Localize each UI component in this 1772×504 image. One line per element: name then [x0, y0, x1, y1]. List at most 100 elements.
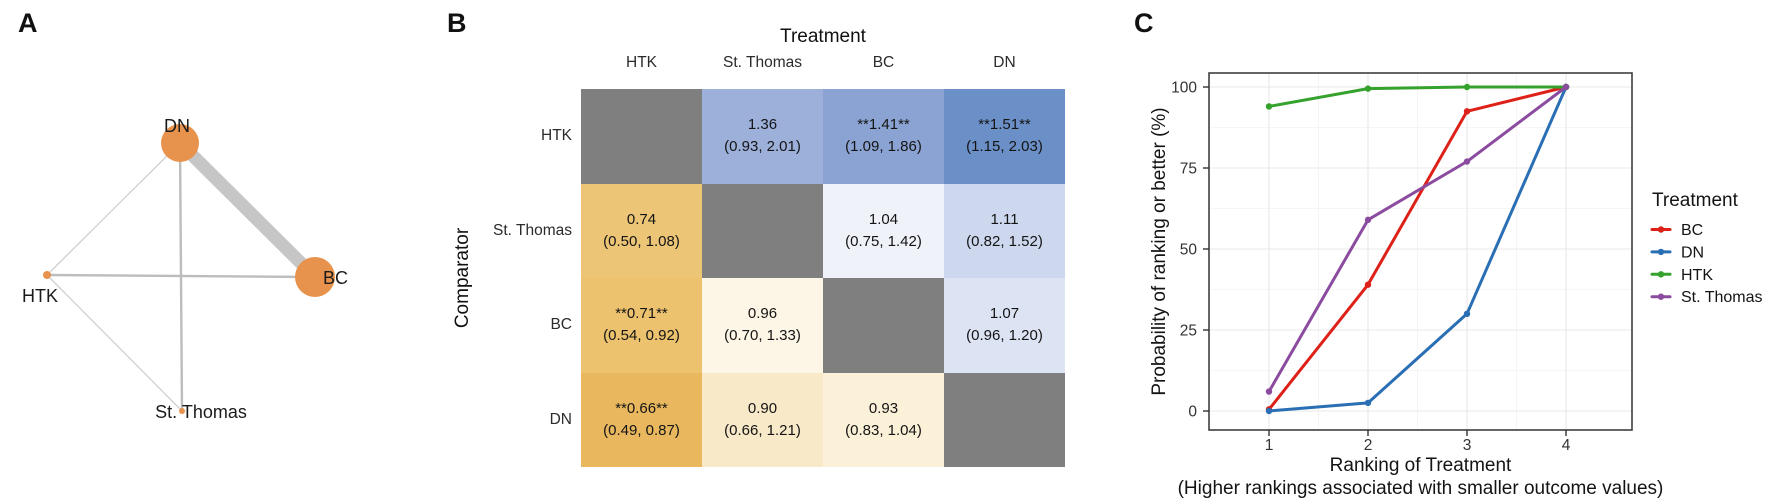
x-tick-label: 3	[1463, 437, 1472, 454]
table-cell: 1.11 (0.82, 1.52)	[944, 183, 1065, 278]
x-axis-subtitle: (Higher rankings associated with smaller…	[1178, 478, 1664, 499]
table-cell: **1.51** (1.15, 2.03)	[944, 89, 1065, 184]
row-label-bc: BC	[550, 316, 572, 333]
data-point	[1562, 83, 1570, 91]
plot-background	[1209, 73, 1632, 430]
column-label-htk: HTK	[626, 54, 657, 71]
x-tick-label: 2	[1364, 437, 1373, 454]
network-edge	[175, 138, 320, 282]
legend-label: HTK	[1681, 267, 1713, 284]
cell-ci: (1.09, 1.86)	[845, 138, 922, 156]
treatment-column-labels: HTK St. Thomas BC DN	[581, 54, 1065, 72]
league-table: 1.36 (0.93, 2.01) **1.41** (1.09, 1.86) …	[581, 89, 1065, 467]
series-line-st-thomas	[1267, 85, 1568, 394]
panel-b-label: B	[447, 8, 467, 38]
network-node-bc	[295, 257, 335, 297]
y-tick-label: 25	[1180, 323, 1197, 340]
series-line-htk	[1267, 85, 1568, 108]
network-plot: DN BC HTK St. Thomas	[22, 116, 348, 422]
series-line-dn	[1267, 85, 1568, 413]
table-cell: **1.41** (1.09, 1.86)	[823, 89, 944, 184]
cell-ci: (0.49, 0.87)	[603, 421, 680, 439]
panel-c-label: C	[1134, 8, 1154, 38]
cell-ci: (0.50, 1.08)	[603, 232, 680, 250]
data-point	[1265, 407, 1273, 415]
data-point	[1463, 310, 1471, 317]
table-cell-diagonal	[823, 278, 944, 373]
cell-ci: (0.54, 0.92)	[603, 327, 680, 345]
table-cell: 0.90 (0.66, 1.21)	[702, 372, 823, 467]
network-node-htk	[43, 271, 51, 279]
data-point	[1463, 83, 1471, 91]
legend-label: BC	[1681, 222, 1703, 239]
row-label-htk: HTK	[541, 127, 572, 144]
y-axis-title: Probability of ranking or better (%)	[1149, 107, 1170, 395]
legend-label: St. Thomas	[1681, 289, 1763, 306]
cell-value: **1.41**	[857, 116, 910, 134]
data-point	[1364, 399, 1372, 407]
column-label-bc: BC	[872, 54, 895, 71]
series-line-bc	[1267, 85, 1568, 411]
table-cell: 0.74 (0.50, 1.08)	[581, 183, 702, 278]
row-label-stthomas: St. Thomas	[493, 222, 572, 239]
cell-value: 1.04	[868, 210, 899, 228]
table-cell-diagonal	[581, 89, 702, 184]
table-cell: 0.96 (0.70, 1.33)	[702, 278, 823, 373]
data-point	[1265, 103, 1273, 110]
y-tick-label: 50	[1180, 242, 1198, 259]
comparator-row-labels: HTK St. Thomas BC DN	[420, 0, 572, 504]
table-cell: **0.71** (0.54, 0.92)	[581, 278, 702, 373]
cell-ci: (0.82, 1.52)	[966, 232, 1043, 250]
cell-value: 0.74	[626, 210, 657, 228]
cell-value: 0.93	[868, 399, 899, 417]
data-point	[1463, 108, 1471, 115]
table-cell-diagonal	[702, 183, 823, 278]
data-point	[1364, 85, 1372, 92]
cell-ci: (0.75, 1.42)	[845, 232, 922, 250]
legend-title: Treatment	[1652, 190, 1739, 211]
network-node-dn	[161, 124, 199, 162]
data-point	[1364, 281, 1372, 288]
row-label-dn: DN	[549, 411, 572, 428]
cell-value: 0.90	[747, 399, 778, 417]
panel-a-label: A	[18, 8, 38, 38]
network-node-label: DN	[164, 116, 190, 136]
legend-key-point	[1657, 248, 1665, 256]
legend-label: DN	[1681, 244, 1704, 261]
data-point	[1463, 158, 1471, 165]
table-cell: **0.66** (0.49, 0.87)	[581, 372, 702, 467]
cell-value: **1.51**	[978, 116, 1031, 134]
column-label-stthomas: St. Thomas	[723, 54, 802, 71]
cell-value: 0.96	[747, 305, 778, 323]
cell-ci: (0.66, 1.21)	[724, 421, 801, 439]
network-node-label: BC	[323, 268, 348, 288]
data-point	[1364, 216, 1372, 224]
legend-key-point	[1657, 293, 1665, 300]
network-edge	[46, 142, 181, 276]
y-tick-label: 100	[1171, 80, 1197, 97]
x-axis-title: Ranking of Treatment	[1330, 455, 1512, 476]
cell-value: **0.66**	[615, 399, 668, 417]
cell-value: 1.11	[990, 210, 1019, 228]
network-node-label: HTK	[22, 286, 58, 306]
plot-border	[1208, 72, 1633, 431]
y-tick-label: 75	[1180, 161, 1197, 178]
table-cell: 1.36 (0.93, 2.01)	[702, 89, 823, 184]
cell-ci: (0.83, 1.04)	[845, 421, 922, 439]
legend-key-point	[1657, 226, 1665, 233]
data-point	[1265, 388, 1273, 395]
cell-value: 1.07	[989, 305, 1020, 323]
table-cell: 1.07 (0.96, 1.20)	[944, 278, 1065, 373]
x-tick-label: 4	[1562, 437, 1571, 454]
treatment-axis-title: Treatment	[780, 26, 866, 47]
network-edge	[46, 273, 316, 279]
cell-ci: (1.15, 2.03)	[966, 138, 1043, 156]
network-node-st-thomas	[179, 408, 185, 414]
y-tick-label: 0	[1188, 404, 1197, 421]
column-label-dn: DN	[993, 54, 1016, 71]
cell-ci: (0.93, 2.01)	[724, 138, 801, 156]
table-cell: 1.04 (0.75, 1.42)	[823, 183, 944, 278]
network-node-label: St. Thomas	[155, 402, 247, 422]
